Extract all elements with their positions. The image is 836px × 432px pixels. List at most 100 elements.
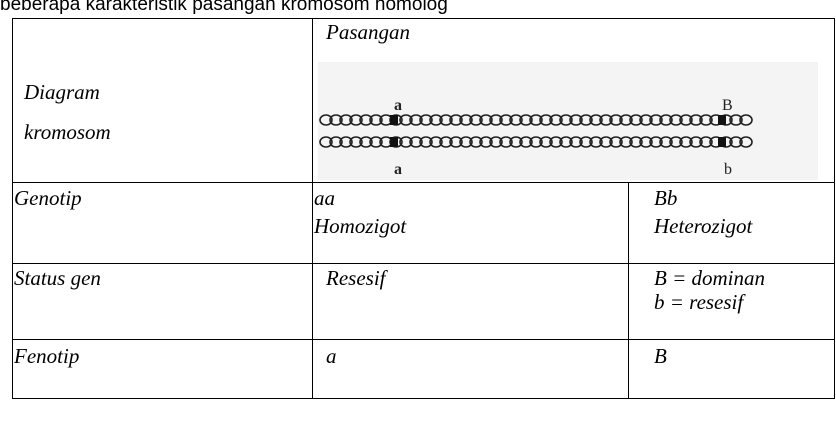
table-border — [12, 398, 835, 399]
gene-label: b — [724, 161, 732, 178]
chromatid-bead — [739, 114, 753, 126]
text: B — [654, 344, 667, 368]
gene-locus — [718, 137, 726, 147]
cell: Bb Heterozigot — [654, 186, 752, 238]
text: Resesif — [326, 266, 386, 290]
chromatid-bead — [649, 136, 663, 148]
text: Homozigot — [314, 214, 407, 238]
chromatid-bead — [559, 136, 573, 148]
chromatid-bead — [359, 114, 373, 126]
chromatid-bead — [589, 136, 603, 148]
row-label: Status gen — [14, 266, 101, 290]
text: aa — [314, 186, 335, 210]
cell: B = dominan b = resesif — [654, 266, 765, 314]
chromatid-bead — [599, 136, 613, 148]
chromatid-bead — [669, 136, 683, 148]
chromatid-bead — [609, 136, 623, 148]
gene-label: B — [722, 97, 733, 114]
text: Bb — [654, 186, 678, 210]
chromatid-bead — [629, 114, 643, 126]
row-label: Fenotip — [14, 344, 80, 368]
chromatid-bead — [479, 136, 493, 148]
chromatid-bead — [349, 136, 363, 148]
gene-label: a — [394, 161, 402, 178]
text: Diagram — [24, 80, 100, 104]
chromatid-bead — [519, 114, 533, 126]
chromatid-bead — [479, 114, 493, 126]
chromatid-bead — [369, 136, 383, 148]
cell: aa Homozigot — [314, 186, 406, 238]
chromatid-bead — [729, 136, 743, 148]
gene-locus — [390, 115, 398, 125]
row-label: Genotip — [14, 186, 82, 210]
table-border — [12, 339, 835, 340]
text: Heterozigot — [654, 214, 753, 238]
table-border — [12, 263, 835, 264]
chromatid-bead — [319, 114, 333, 126]
chromatid-bead — [689, 114, 703, 126]
chromatid-bead — [409, 136, 423, 148]
chromatid-bead — [489, 114, 503, 126]
cell: Resesif — [326, 266, 385, 290]
chromatid-bead — [579, 114, 593, 126]
chromosome-diagram: a B a b — [318, 62, 818, 180]
cell-title: Pasangan — [326, 20, 410, 44]
chromatid-bead — [449, 114, 463, 126]
chromatid-bead — [509, 136, 523, 148]
row-label: Diagram kromosom — [24, 80, 111, 144]
chromatid-bead — [729, 114, 743, 126]
chromatid-bead — [489, 136, 503, 148]
text: b = resesif — [654, 290, 744, 314]
chromatid-bead — [469, 136, 483, 148]
chromatid-bead — [439, 114, 453, 126]
chromatid-bead — [669, 114, 683, 126]
chromatid-bead — [339, 114, 353, 126]
text: a — [326, 344, 337, 368]
chromatid-bead — [559, 114, 573, 126]
table-border — [834, 18, 835, 399]
cell: a — [326, 344, 337, 368]
gene-locus — [390, 137, 398, 147]
header: beberapa karakteristik pasangan kromosom… — [0, 0, 448, 15]
chromatid-bead — [639, 114, 653, 126]
chromatid-bead — [429, 114, 443, 126]
chromatid-bead — [519, 136, 533, 148]
table-border — [312, 18, 313, 399]
chromatid-bead — [459, 136, 473, 148]
table-border — [12, 18, 835, 19]
chromatid-bead — [429, 136, 443, 148]
chromatid-bead — [639, 136, 653, 148]
chromatid-bead — [469, 114, 483, 126]
chromatid-bead — [659, 114, 673, 126]
chromatid-bead — [569, 136, 583, 148]
chromatid-bead — [739, 136, 753, 148]
chromatid-bead — [609, 114, 623, 126]
chromatid-bead — [619, 136, 633, 148]
chromatid-bead — [439, 136, 453, 148]
table-border — [12, 182, 835, 183]
gene-label: a — [394, 97, 402, 114]
chromatid-bead — [699, 114, 713, 126]
gene-locus — [718, 115, 726, 125]
chromatid-bead — [499, 136, 513, 148]
chromatid-bead — [529, 136, 543, 148]
chromatid-bead — [679, 114, 693, 126]
chromatid-bead — [689, 136, 703, 148]
chromatid-bead — [349, 114, 363, 126]
chromatid-bead — [419, 114, 433, 126]
chromatid-bead — [449, 136, 463, 148]
chromatid-bead — [529, 114, 543, 126]
chromatid-bead — [399, 136, 413, 148]
chromatid-bead — [339, 136, 353, 148]
chromatid-bead — [629, 136, 643, 148]
chromatid-bead — [459, 114, 473, 126]
chromatid-bead — [319, 136, 333, 148]
text: B = dominan — [654, 266, 765, 290]
chromatid-bead — [659, 136, 673, 148]
chromatid-bead — [509, 114, 523, 126]
chromatid-bead — [369, 114, 383, 126]
chromatid-bead — [409, 114, 423, 126]
chromatid-bead — [549, 136, 563, 148]
chromatid-bead — [619, 114, 633, 126]
chromatid-bead — [359, 136, 373, 148]
